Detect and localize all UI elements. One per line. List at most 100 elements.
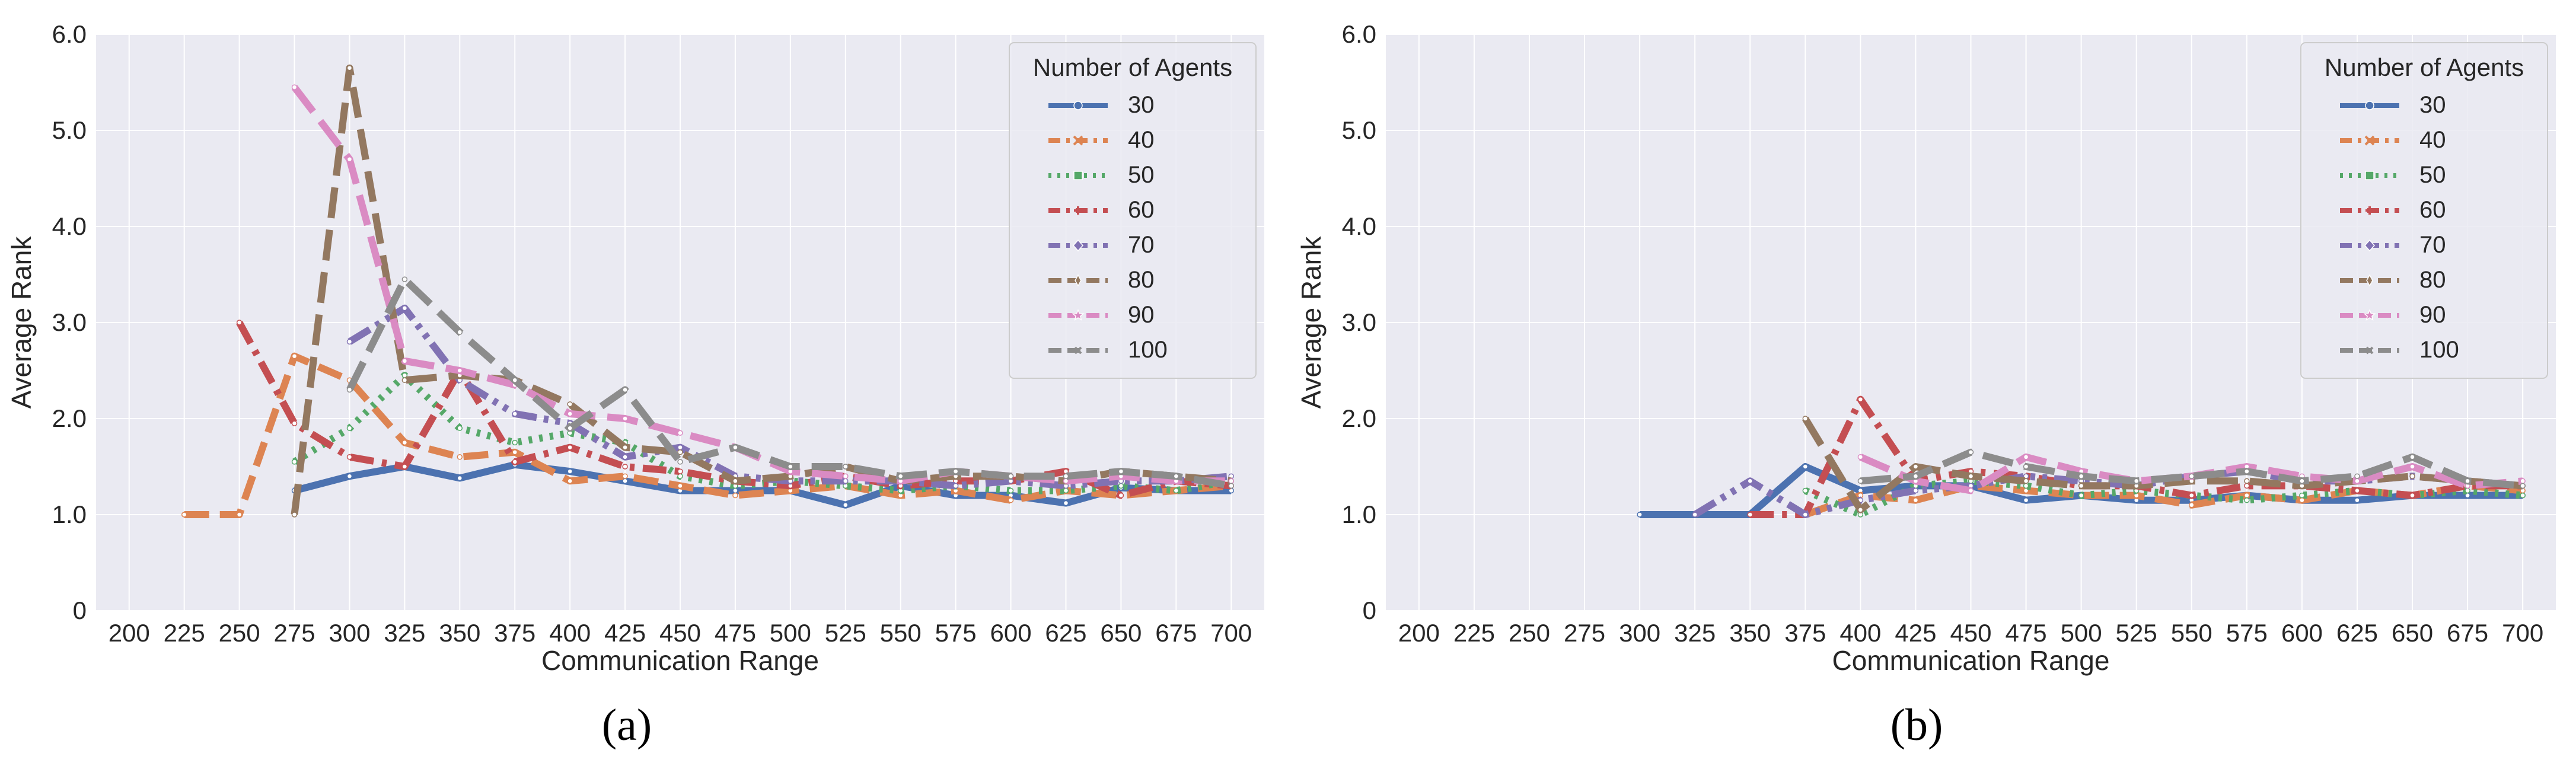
legend-label: 30 [1128, 92, 1155, 118]
data-point [2520, 492, 2526, 499]
x-tick-label: 600 [990, 619, 1032, 647]
data-point [622, 444, 628, 451]
legend-marker [2364, 239, 2376, 252]
data-point [843, 502, 849, 508]
data-point [2465, 487, 2470, 494]
data-point [457, 425, 463, 431]
data-point [181, 512, 187, 518]
data-point [346, 387, 353, 393]
legend-marker [1072, 309, 1085, 321]
data-point [457, 368, 463, 374]
data-point [1857, 478, 1864, 484]
x-tick-label: 525 [2116, 619, 2157, 647]
legend-item-50: 50 [2340, 162, 2446, 188]
y-tick-label: 4.0 [1342, 212, 1376, 240]
x-tick-label: 350 [1729, 619, 1771, 647]
data-point [236, 320, 243, 325]
x-tick-label: 550 [880, 619, 922, 647]
legend-marker [2365, 346, 2374, 355]
data-point [346, 156, 353, 162]
series-group [1637, 395, 2526, 518]
legend-marker [2364, 135, 2375, 146]
data-point [622, 473, 628, 479]
x-tick-label: 475 [2006, 619, 2047, 647]
data-point [1173, 473, 1179, 479]
series-line-80 [1802, 416, 2523, 513]
data-point [2299, 497, 2305, 503]
legend-label: 100 [1128, 337, 1168, 363]
data-point [1747, 512, 1753, 518]
y-tick-label: 1.0 [52, 500, 87, 528]
data-point [1637, 512, 1643, 518]
legend-marker [1072, 239, 1084, 252]
data-point [677, 468, 683, 474]
data-point [1968, 473, 1974, 479]
x-tick-label: 650 [1100, 619, 1142, 647]
x-tick-label: 700 [1210, 619, 1252, 647]
legend-item-60: 60 [1048, 197, 1155, 223]
data-point [567, 478, 573, 484]
data-point [897, 473, 904, 479]
x-tick-label: 500 [2061, 619, 2102, 647]
data-point [677, 459, 683, 465]
data-point [2023, 454, 2029, 460]
data-point [1857, 454, 1864, 460]
data-point [732, 487, 738, 494]
x-tick-label: 675 [1155, 619, 1197, 647]
data-point [567, 425, 573, 431]
legend-item-100: 100 [1048, 337, 1168, 363]
legend: Number of Agents 30 40 50 60 70 80 90 100 [2300, 42, 2548, 379]
data-point [952, 483, 959, 489]
data-point [1063, 473, 1069, 479]
legend-label: 30 [2419, 92, 2446, 118]
x-tick-label: 675 [2447, 619, 2488, 647]
data-point [1912, 487, 1919, 494]
data-point [346, 65, 353, 71]
data-point [1747, 478, 1753, 484]
legend-label: 40 [1128, 127, 1155, 153]
data-point [1692, 512, 1698, 518]
data-point [2189, 492, 2195, 499]
legend-item-80: 80 [2340, 267, 2446, 293]
y-tick-label: 3.0 [52, 308, 87, 336]
x-tick-label: 600 [2281, 619, 2323, 647]
legend-item-60: 60 [2340, 197, 2446, 223]
data-point [2354, 473, 2360, 479]
data-point [291, 84, 298, 90]
data-point [1118, 492, 1124, 499]
series-group [181, 64, 1234, 518]
data-point [2520, 483, 2526, 489]
x-tick-label: 275 [273, 619, 315, 647]
data-point [567, 468, 573, 474]
y-tick-label: 3.0 [1342, 308, 1376, 336]
y-tick-label: 6.0 [1342, 20, 1376, 48]
y-tick-label: 6.0 [52, 20, 87, 48]
data-point [291, 420, 298, 426]
data-point [346, 425, 353, 431]
legend-marker [1073, 135, 1083, 146]
data-point [346, 339, 353, 345]
data-point [2244, 468, 2250, 474]
data-point [1912, 464, 1919, 470]
y-tick-label: 4.0 [52, 212, 87, 240]
data-point [843, 478, 849, 484]
x-tick-label: 350 [439, 619, 480, 647]
data-point [622, 454, 628, 460]
data-point [1008, 473, 1014, 479]
x-tick-label: 325 [1674, 619, 1716, 647]
data-point [2354, 478, 2360, 484]
y-tick-label: 1.0 [1342, 500, 1376, 528]
series-line-90 [291, 85, 1232, 485]
data-point [512, 411, 518, 417]
x-tick-label: 275 [1564, 619, 1605, 647]
data-point [1857, 507, 1864, 513]
data-point [1857, 396, 1864, 403]
data-point [1912, 473, 1919, 479]
legend-title: Number of Agents [2325, 53, 2524, 81]
data-point [2023, 478, 2029, 484]
x-tick-label: 700 [2502, 619, 2543, 647]
legend-item-70: 70 [1048, 232, 1155, 258]
series-100 [346, 276, 1234, 490]
legend-marker [1075, 274, 1082, 287]
